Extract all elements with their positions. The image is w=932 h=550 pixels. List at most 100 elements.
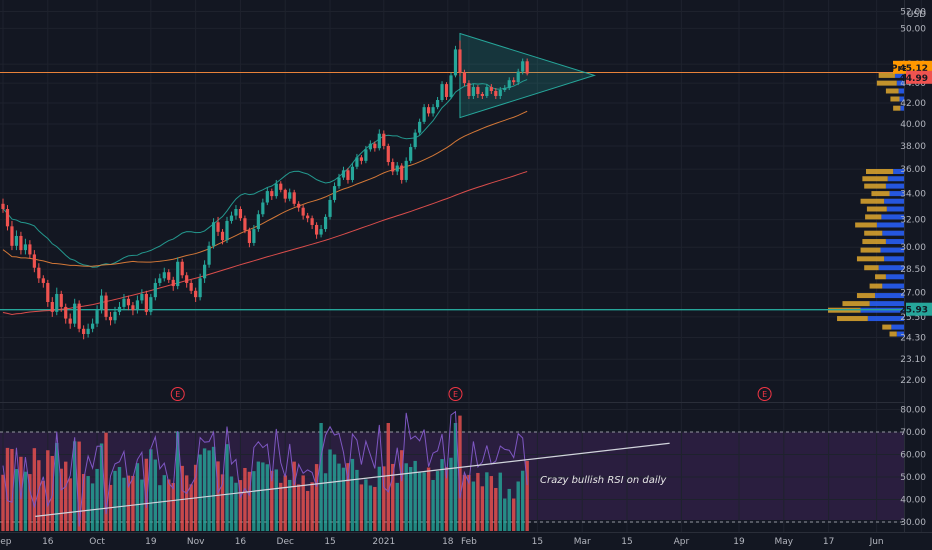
lower-pane: [0, 410, 904, 531]
volume-profile-down-10: [866, 206, 887, 212]
volume-bar-100: [449, 457, 453, 531]
earnings-marker-label-1: E: [453, 390, 458, 399]
volume-bar-52: [234, 482, 238, 531]
volume-bar-55: [247, 471, 252, 531]
candle-body-106: [476, 87, 480, 94]
volume-bar-42: [189, 484, 193, 531]
volume-bar-74: [332, 454, 337, 531]
volume-bar-0: [1, 474, 5, 531]
price-tick-13: 25.50: [900, 313, 926, 323]
time-tick-15: 19: [733, 537, 745, 547]
volume-profile-down-0: [878, 72, 895, 78]
candle-body-74: [332, 186, 337, 200]
volume-bar-70: [314, 464, 319, 531]
lower-tick-1: 70.00: [900, 428, 926, 438]
volume-bar-95: [426, 467, 431, 531]
candle-body-108: [485, 87, 489, 96]
candle-body-107: [480, 93, 484, 96]
time-tick-0: Sep: [0, 537, 12, 547]
volume-bar-50: [225, 444, 229, 531]
volume-bar-10: [46, 450, 50, 531]
time-tick-5: 16: [235, 537, 247, 547]
volume-profile-up-0: [894, 72, 904, 78]
volume-profile-down-8: [871, 191, 890, 197]
candle-body-6: [28, 244, 32, 255]
volume-bar-51: [229, 476, 234, 531]
candle-body-63: [283, 189, 287, 199]
candle-body-68: [306, 215, 310, 219]
volume-profile-up-18: [885, 274, 904, 280]
candle-body-31: [140, 293, 144, 301]
volume-profile-down-17: [864, 265, 879, 271]
volume-bar-63: [283, 475, 287, 531]
candle-body-70: [315, 224, 319, 235]
volume-bar-40: [180, 465, 184, 531]
pre-market-price-tag: [906, 60, 932, 74]
candle-body-84: [377, 133, 381, 149]
price-tick-3: 44.00: [900, 79, 926, 89]
candle-body-47: [211, 222, 216, 246]
candle-body-8: [37, 267, 41, 279]
candle-body-62: [279, 183, 283, 190]
price-axis[interactable]: 52.0050.0046.0044.0042.0040.0038.0036.00…: [900, 8, 926, 528]
volume-bar-99: [444, 467, 449, 531]
volume-bar-39: [176, 431, 180, 531]
volume-profile-down-25: [889, 331, 897, 337]
candle-body-42: [189, 282, 193, 291]
volume-bar-85: [382, 466, 386, 531]
volume-profile-up-14: [885, 239, 904, 245]
candle-body-34: [153, 282, 157, 298]
candle-body-90: [404, 160, 408, 180]
candle-body-93: [418, 121, 422, 133]
volume-bar-84: [377, 466, 382, 531]
candle-body-37: [167, 272, 171, 280]
candle-body-104: [467, 83, 471, 96]
volume-bar-73: [328, 449, 332, 531]
volume-profile-down-1: [876, 80, 897, 86]
pre-market-tag-box: [893, 60, 906, 74]
last-price-tag: [906, 70, 932, 84]
price-tick-6: 38.00: [900, 142, 926, 152]
volume-bar-25: [113, 470, 117, 531]
candle-body-112: [503, 88, 507, 90]
time-axis[interactable]: Sep 16 Oct 19 Nov 16 Dec 15 2021 18 Feb 15 Mar 15 Apr 1…: [0, 537, 884, 547]
volume-bar-101: [453, 423, 458, 531]
volume-bar-80: [359, 484, 364, 531]
volume-profile-up-2: [898, 88, 904, 94]
volume-profile-down-23: [837, 316, 868, 322]
candle-body-33: [149, 297, 153, 312]
volume-bar-58: [261, 462, 265, 531]
candle-body-95: [427, 107, 431, 114]
volume-profile-up-24: [891, 324, 904, 330]
candle-body-44: [198, 278, 202, 298]
time-tick-1: 16: [42, 537, 54, 547]
rsi-trendline[interactable]: [35, 442, 670, 517]
volume-bar-5: [23, 471, 28, 531]
candle-body-71: [319, 229, 323, 235]
time-tick-18: Jun: [869, 537, 884, 547]
volume-bar-36: [162, 475, 166, 531]
candle-body-45: [203, 264, 207, 279]
time-tick-16: May: [774, 537, 793, 547]
candle-body-26: [117, 306, 122, 312]
volume-bar-106: [476, 472, 480, 531]
pre-market-price-value: 45.12: [900, 64, 928, 74]
earnings-marker-2[interactable]: [757, 387, 772, 401]
price-tick-1: 50.00: [900, 24, 926, 34]
volume-bar-8: [37, 460, 41, 531]
volume-profile-down-21: [842, 301, 870, 307]
candle-body-111: [498, 89, 502, 96]
candle-body-101: [453, 49, 458, 76]
time-tick-9: 18: [442, 537, 454, 547]
candle-body-32: [144, 293, 148, 312]
candle-body-115: [516, 71, 520, 83]
earnings-marker-label-0: E: [175, 390, 180, 399]
candle-body-29: [131, 305, 135, 311]
earnings-marker-1[interactable]: [448, 387, 463, 401]
volume-bar-87: [391, 463, 395, 531]
earnings-marker-0[interactable]: [170, 387, 185, 401]
time-tick-17: 17: [823, 537, 834, 547]
time-tick-14: Apr: [674, 537, 690, 547]
